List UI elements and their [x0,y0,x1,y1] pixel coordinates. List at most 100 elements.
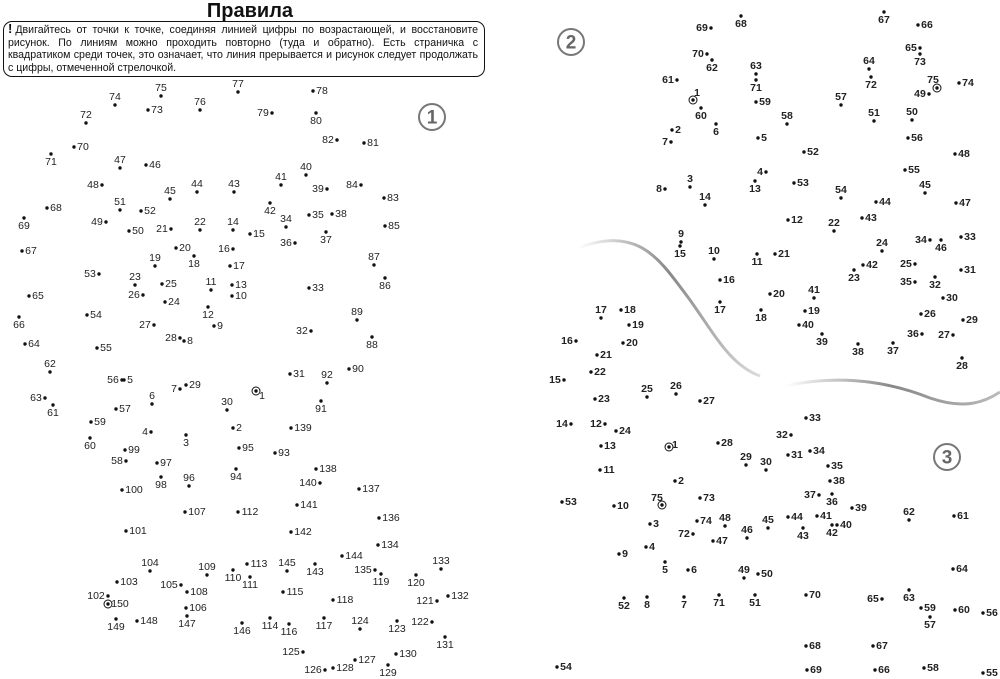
page-divider-curve [784,378,1000,406]
dot [872,119,876,123]
dot [237,446,241,450]
dot [325,187,329,191]
dot-number: 96 [183,472,195,484]
dot-number: 84 [346,179,358,191]
dot [72,145,76,149]
dot [386,663,390,667]
dot-number: 72 [865,79,877,91]
dot [669,140,673,144]
dot-number: 69 [18,220,30,232]
dot [45,206,49,210]
dot-number: 149 [107,621,125,633]
dot [832,229,836,233]
dot [355,318,359,322]
dot-number: 78 [316,85,328,97]
dot [307,213,311,217]
dot-number: 5 [761,132,767,144]
dot-number: 99 [128,444,140,456]
dot [960,356,964,360]
puzzle-number: 1 [427,108,438,129]
dot [599,316,603,320]
dot-number: 11 [603,464,614,476]
dot-number: 136 [382,512,400,524]
dot-number: 116 [281,626,298,638]
dot-number: 33 [312,282,324,294]
dot-number: 19 [808,305,820,317]
dot [850,506,854,510]
dot [309,329,313,333]
dot-number: 38 [335,208,347,220]
dot [920,332,924,336]
dot [717,593,721,597]
dot-number: 26 [670,380,682,392]
dot-number: 13 [749,183,761,195]
dot-number: 62 [44,358,56,370]
dot [981,611,985,615]
dot [716,441,720,445]
dot-number: 24 [168,296,180,308]
dot-number: 65 [905,42,917,54]
dot-number: 145 [278,557,296,569]
dot-number: 45 [919,179,931,191]
dot-number: 58 [781,110,793,122]
dot-number: 64 [956,563,968,575]
dot [231,228,235,232]
dot-number: 64 [863,55,875,67]
dot-number: 140 [299,477,317,489]
dot [362,141,366,145]
dot-number: 59 [94,416,106,428]
dot-number: 10 [708,245,720,257]
dot-number: 52 [144,205,156,217]
dot [95,346,99,350]
dot [792,181,796,185]
dot-number: 59 [759,96,771,108]
dot-number: 54 [90,309,102,321]
dot-number: 27 [139,319,151,331]
dot [759,308,763,312]
dot-number: 15 [549,374,561,386]
dot-number: 46 [149,159,161,171]
dot-number: 112 [242,506,259,518]
dot-number: 143 [306,566,324,578]
dot-number: 146 [233,625,251,637]
dot [382,196,386,200]
dot-number: 20 [773,288,785,300]
dot [663,560,667,564]
dot-number: 69 [696,22,708,34]
dot-number: 49 [738,564,750,576]
dot-number: 34 [813,445,825,457]
dot [919,312,923,316]
dot-number: 1 [672,439,678,451]
dot [951,567,955,571]
dot-number: 68 [809,640,821,652]
dot-number: 86 [379,280,391,292]
dot [755,252,759,256]
dot [287,622,291,626]
dot-number: 123 [388,623,406,635]
dot-number: 43 [865,212,877,224]
dot [84,121,88,125]
dot [753,593,757,597]
dot-number: 30 [946,292,958,304]
dot [830,492,834,496]
dot-number: 74 [109,91,121,103]
dot [959,235,963,239]
dot-number: 56 [107,374,119,386]
dot-number: 17 [233,260,245,272]
dot-number: 28 [165,332,177,344]
dot [206,305,210,309]
dot [443,635,447,639]
dot [228,264,232,268]
dot-number: 43 [797,530,809,542]
dot-number: 34 [280,213,292,225]
dot [786,453,790,457]
dot [880,249,884,253]
dot [234,467,238,471]
start-marker [688,95,698,105]
dot [118,208,122,212]
dot-number: 144 [345,550,363,562]
dot-number: 32 [929,279,941,291]
dot [906,136,910,140]
dot [383,276,387,280]
